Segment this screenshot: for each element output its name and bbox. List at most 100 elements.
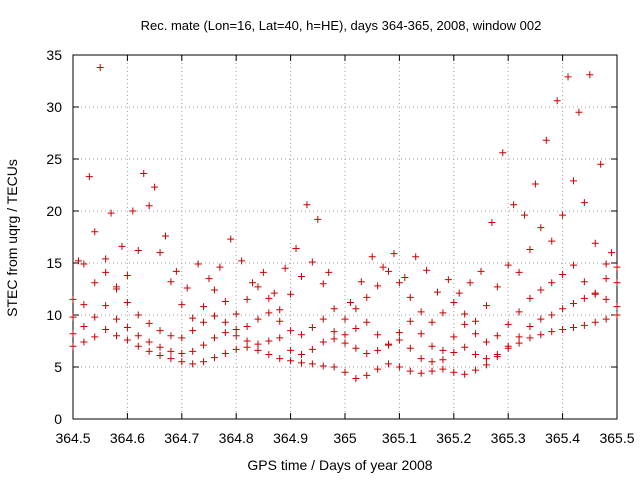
chart-title: Rec. mate (Lon=16, Lat=40, h=HE), days 3…: [141, 18, 542, 33]
data-point: [450, 333, 458, 341]
data-point: [597, 160, 605, 168]
data-point: [167, 347, 175, 355]
data-point: [406, 317, 414, 325]
data-point: [450, 368, 458, 376]
data-point: [472, 317, 480, 325]
y-tick-label: 35: [46, 47, 62, 63]
data-point: [602, 275, 610, 283]
data-point: [80, 322, 88, 330]
data-point: [569, 300, 577, 308]
data-point: [591, 318, 599, 326]
data-point: [91, 228, 99, 236]
data-point: [221, 318, 229, 326]
data-point: [134, 342, 142, 350]
data-point: [314, 215, 322, 223]
data-point: [69, 313, 77, 321]
data-point: [385, 340, 393, 348]
data-point: [504, 342, 512, 350]
data-point: [482, 361, 490, 369]
data-point: [330, 305, 338, 313]
data-point: [395, 363, 403, 371]
data-point: [504, 320, 512, 328]
data-point: [510, 201, 518, 209]
data-point: [602, 260, 610, 268]
data-point: [200, 358, 208, 366]
data-point: [265, 294, 273, 302]
data-point: [569, 177, 577, 185]
data-point: [417, 330, 425, 338]
data-point: [118, 242, 126, 250]
data-point: [341, 339, 349, 347]
data-point: [80, 301, 88, 309]
data-point: [91, 279, 99, 287]
data-point: [515, 268, 523, 276]
data-point: [493, 283, 501, 291]
data-point: [439, 346, 447, 354]
data-point: [352, 374, 360, 382]
data-point: [297, 273, 305, 281]
data-point: [221, 329, 229, 337]
data-point: [521, 211, 529, 219]
data-point: [156, 249, 164, 257]
data-point: [580, 278, 588, 286]
data-point: [254, 346, 262, 354]
data-point: [428, 342, 436, 350]
data-point: [276, 334, 284, 342]
data-point: [537, 224, 545, 232]
data-point: [395, 336, 403, 344]
data-point: [113, 285, 121, 293]
data-point: [330, 328, 338, 336]
data-point: [428, 358, 436, 366]
data-point: [526, 245, 534, 253]
data-point: [352, 325, 360, 333]
data-point: [569, 323, 577, 331]
data-point: [559, 211, 567, 219]
data-point: [368, 253, 376, 261]
data-point: [308, 323, 316, 331]
data-point: [172, 267, 180, 275]
data-point: [602, 315, 610, 323]
data-point: [167, 278, 175, 286]
data-point: [504, 261, 512, 269]
data-point: [140, 170, 148, 178]
data-point: [559, 326, 567, 334]
data-point: [515, 339, 523, 347]
data-point: [450, 348, 458, 356]
data-point: [210, 312, 218, 320]
data-point: [385, 267, 393, 275]
data-point: [194, 260, 202, 268]
data-point: [499, 149, 507, 157]
data-point: [477, 267, 485, 275]
data-point: [254, 340, 262, 348]
data-point: [287, 357, 295, 365]
data-point: [85, 173, 93, 181]
data-point: [161, 232, 169, 240]
data-point: [569, 261, 577, 269]
data-point: [493, 351, 501, 359]
data-point: [374, 365, 382, 373]
data-point: [254, 283, 262, 291]
data-point: [472, 366, 480, 374]
data-point: [265, 337, 273, 345]
data-point: [374, 282, 382, 290]
data-point: [183, 284, 191, 292]
data-point: [401, 274, 409, 282]
data-point: [428, 318, 436, 326]
y-tick-label: 25: [46, 151, 62, 167]
data-point: [406, 367, 414, 375]
data-point: [319, 315, 327, 323]
data-point: [482, 338, 490, 346]
data-point: [80, 338, 88, 346]
data-point: [69, 330, 77, 338]
data-point: [548, 328, 556, 336]
data-point: [341, 315, 349, 323]
data-point: [472, 330, 480, 338]
data-point: [232, 332, 240, 340]
data-point: [575, 108, 583, 116]
data-point: [461, 310, 469, 318]
data-point: [69, 342, 77, 350]
data-point: [374, 346, 382, 354]
data-point: [123, 323, 131, 331]
data-point: [232, 345, 240, 353]
data-point: [450, 299, 458, 307]
